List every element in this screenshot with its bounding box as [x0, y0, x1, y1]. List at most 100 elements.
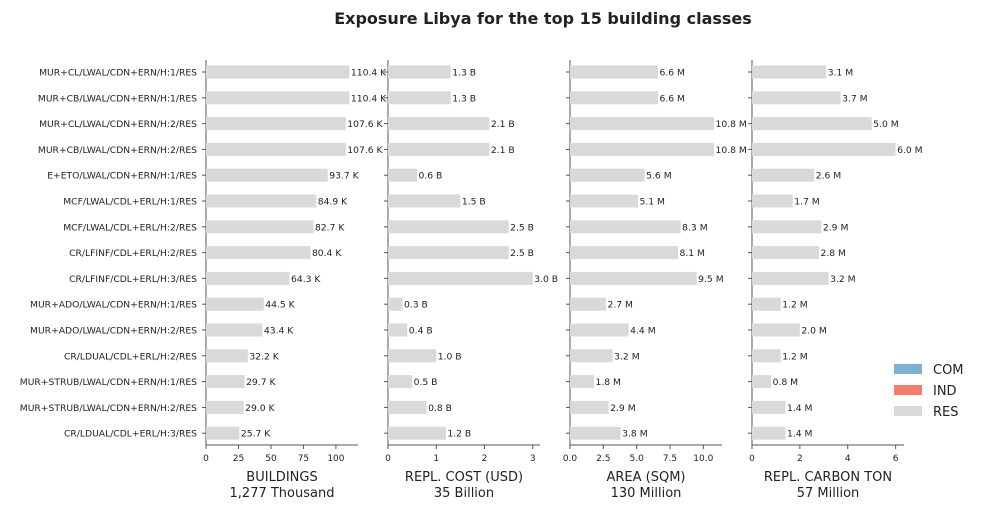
- value-label: 3.2 M: [830, 274, 856, 285]
- plot-area: MUR+CL/LWAL/CDN+ERN/H:1/RES MUR+CB/LWAL/C…: [20, 60, 923, 501]
- value-label: 1.5 B: [462, 197, 486, 208]
- bar: [388, 220, 509, 234]
- value-label: 2.1 B: [491, 119, 515, 130]
- category-label: CR/LDUAL/CDL+ERL/H:2/RES: [64, 351, 197, 362]
- legend-label: COM: [933, 363, 964, 378]
- bar: [388, 426, 446, 440]
- value-label: 0.6 B: [418, 171, 442, 182]
- bar: [206, 246, 311, 260]
- bar: [206, 323, 263, 337]
- legend-swatch: [894, 364, 922, 374]
- x-axis-total: 130 Million: [611, 486, 682, 501]
- bar: [570, 349, 613, 363]
- value-label: 8.1 M: [680, 248, 706, 259]
- x-tick-label: 0: [385, 454, 391, 464]
- x-tick-label: 3: [530, 454, 536, 464]
- category-label: MUR+CB/LWAL/CDN+ERN/H:1/RES: [38, 93, 197, 104]
- value-label: 82.7 K: [315, 222, 345, 233]
- value-label: 2.0 M: [801, 326, 827, 337]
- bar: [388, 271, 533, 285]
- x-axis-label: AREA (SQM): [606, 470, 685, 485]
- bar: [752, 91, 841, 105]
- value-label: 9.5 M: [698, 274, 724, 285]
- bar: [206, 220, 314, 234]
- value-label: 110.4 K: [351, 68, 387, 79]
- value-label: 80.4 K: [312, 248, 342, 259]
- value-label: 1.3 B: [452, 68, 476, 79]
- x-tick-label: 0: [749, 454, 755, 464]
- x-tick-label: 25: [233, 454, 244, 464]
- category-label: MUR+STRUB/LWAL/CDN+ERN/H:2/RES: [20, 403, 197, 414]
- value-label: 2.9 M: [823, 222, 849, 233]
- bar: [752, 65, 827, 79]
- bar: [388, 142, 490, 156]
- bar: [206, 194, 317, 208]
- value-label: 1.4 M: [787, 403, 813, 414]
- category-label: E+ETO/LWAL/CDN+ERN/H:1/RES: [47, 171, 197, 182]
- value-label: 25.7 K: [241, 429, 271, 440]
- chart-title: Exposure Libya for the top 15 building c…: [334, 9, 752, 28]
- bar: [206, 271, 290, 285]
- category-label: MUR+STRUB/LWAL/CDN+ERN/H:1/RES: [20, 377, 197, 388]
- bar: [388, 400, 427, 414]
- bar: [570, 246, 678, 260]
- value-label: 10.8 M: [716, 145, 747, 156]
- bar: [206, 297, 264, 311]
- x-tick-label: 2: [797, 454, 803, 464]
- bar: [570, 194, 638, 208]
- bar: [388, 168, 417, 182]
- bar: [206, 142, 346, 156]
- value-label: 1.4 M: [787, 429, 813, 440]
- bar: [752, 375, 772, 389]
- x-tick-label: 5.0: [630, 454, 645, 464]
- bar: [206, 349, 248, 363]
- bar: [752, 349, 781, 363]
- value-label: 5.0 M: [873, 119, 899, 130]
- category-label: MUR+CB/LWAL/CDN+ERN/H:2/RES: [38, 145, 197, 156]
- value-label: 1.8 M: [596, 377, 622, 388]
- bar: [570, 375, 594, 389]
- bar: [206, 375, 245, 389]
- value-label: 0.3 B: [404, 300, 428, 311]
- bar: [388, 375, 413, 389]
- value-label: 2.1 B: [491, 145, 515, 156]
- category-label: CR/LFINF/CDL+ERL/H:3/RES: [69, 274, 197, 285]
- category-label: MUR+CL/LWAL/CDN+ERN/H:2/RES: [39, 119, 197, 130]
- value-label: 3.7 M: [842, 93, 868, 104]
- category-label: MCF/LWAL/CDL+ERL/H:2/RES: [63, 222, 197, 233]
- bar: [388, 194, 461, 208]
- x-tick-label: 4: [845, 454, 851, 464]
- value-label: 110.4 K: [351, 93, 387, 104]
- bar: [206, 65, 350, 79]
- x-tick-label: 0: [203, 454, 209, 464]
- legend-label: RES: [933, 405, 959, 420]
- bar: [388, 297, 403, 311]
- legend-entry: COM: [894, 363, 964, 378]
- value-label: 5.1 M: [640, 197, 666, 208]
- x-tick-label: 10.0: [693, 454, 713, 464]
- legend-entry: RES: [894, 405, 959, 420]
- legend: COM IND RES: [894, 363, 964, 420]
- x-axis-label: BUILDINGS: [246, 470, 317, 485]
- value-label: 107.6 K: [347, 119, 383, 130]
- value-label: 3.1 M: [828, 68, 854, 79]
- value-label: 0.8 B: [428, 403, 452, 414]
- bar: [752, 246, 820, 260]
- value-label: 6.6 M: [660, 93, 686, 104]
- x-axis-label: REPL. CARBON TON: [764, 470, 892, 485]
- value-label: 0.5 B: [414, 377, 438, 388]
- value-label: 2.5 B: [510, 222, 534, 233]
- value-label: 5.6 M: [646, 171, 672, 182]
- panel-2: 1.3 B 1.3 B 2.1 B 2.1 B 0.6 B 1.5 B 2.5 B 2.5 B…: [384, 60, 558, 501]
- bar: [206, 91, 350, 105]
- value-label: 29.7 K: [246, 377, 276, 388]
- x-tick-label: 50: [265, 454, 277, 464]
- panel-1: 110.4 K 110.4 K 107.6 K 107.6 K 93.7 K 84.9 K…: [202, 60, 387, 501]
- bar: [388, 117, 490, 131]
- value-label: 1.7 M: [794, 197, 820, 208]
- bar: [752, 168, 815, 182]
- value-label: 64.3 K: [291, 274, 321, 285]
- bar: [752, 142, 896, 156]
- category-label: MUR+CL/LWAL/CDN+ERN/H:1/RES: [39, 68, 197, 79]
- bar: [752, 426, 786, 440]
